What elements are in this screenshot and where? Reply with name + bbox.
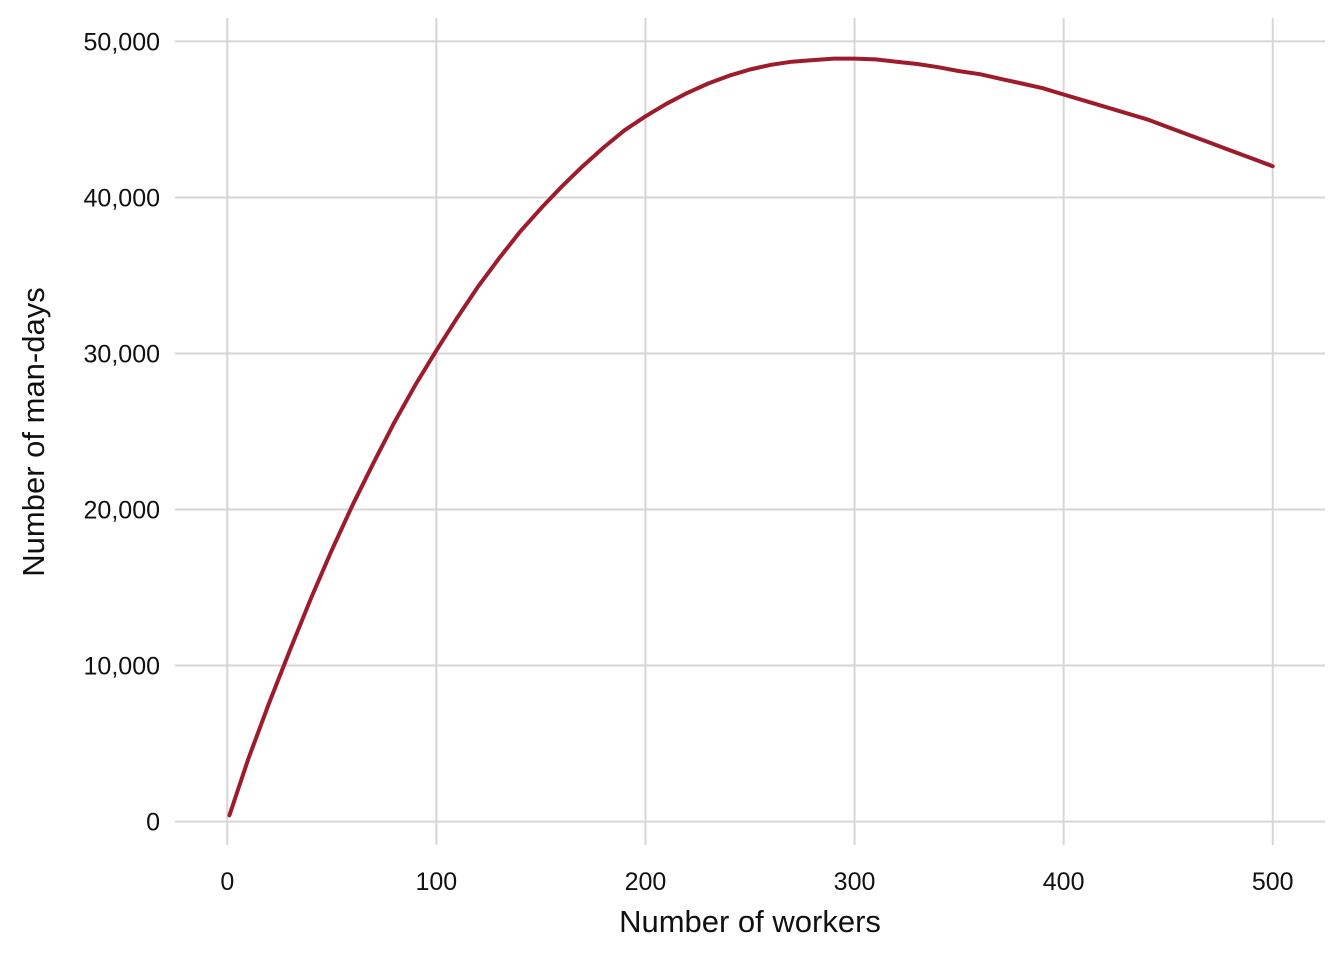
x-tick-label: 300 [834, 868, 876, 896]
x-tick-label: 400 [1043, 868, 1085, 896]
x-tick-label: 100 [416, 868, 458, 896]
y-tick-label: 30,000 [84, 340, 160, 368]
y-tick-label: 20,000 [84, 497, 160, 525]
series-line [227, 56, 1275, 818]
tick-labels: 0 100 200 300 400 500 0 10,000 20,000 30,000 40,00… [84, 28, 1294, 896]
y-tick-label: 10,000 [84, 653, 160, 681]
x-tick-label: 0 [220, 868, 234, 896]
grid [175, 18, 1325, 845]
x-tick-label: 200 [625, 868, 667, 896]
x-axis-title: Number of workers [619, 904, 881, 939]
series-layer [227, 56, 1275, 818]
x-tick-label: 500 [1252, 868, 1294, 896]
y-tick-label: 50,000 [84, 28, 160, 56]
y-axis-title: Number of man-days [16, 287, 51, 576]
y-tick-label: 0 [146, 809, 160, 837]
y-tick-label: 40,000 [84, 184, 160, 212]
